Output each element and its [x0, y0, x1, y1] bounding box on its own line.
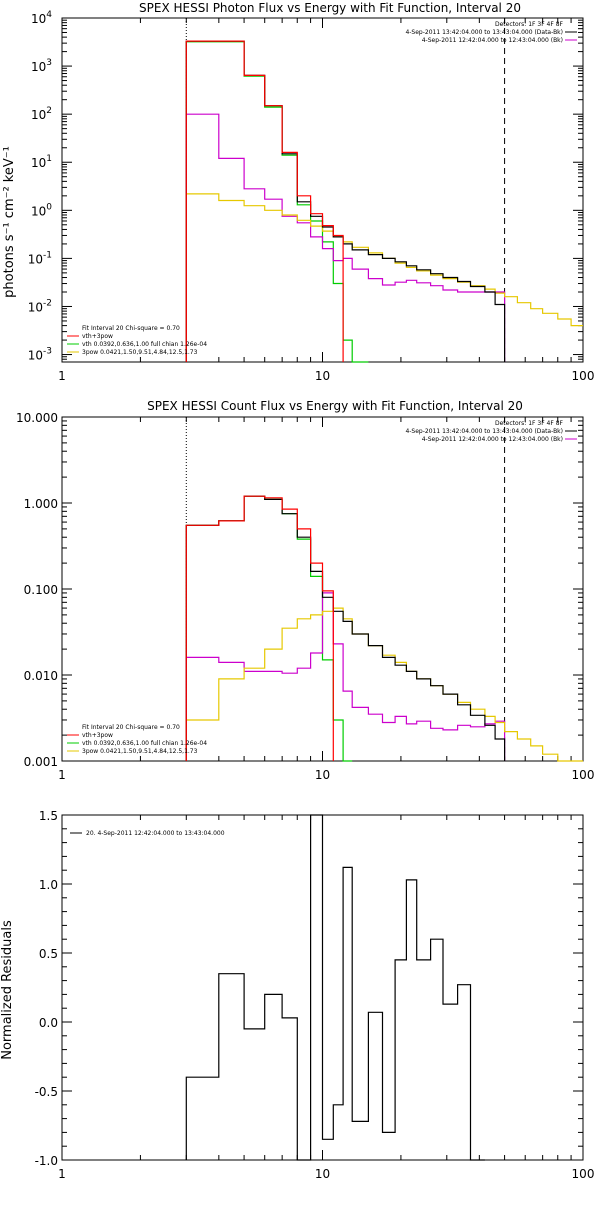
- y-axis-label: Normalized Residuals: [0, 920, 15, 1060]
- plot-area: 1 10 100 10-3 10-2 10-1 100 101 102 103 104 Detecto…: [28, 10, 595, 383]
- legend-entry: Fit Interval 20 Chi-square = 0.70: [82, 325, 180, 332]
- legend-entry: 4-Sep-2011 12:42:04.000 to 12:43:04.000 …: [422, 436, 563, 443]
- series-step-line: [185, 592, 506, 761]
- chart-photon-flux: SPEX HESSI Photon Flux vs Energy with Fi…: [2, 1, 594, 383]
- legend-entry: 4-Sep-2011 13:42:04.000 to 13:43:04.000 …: [405, 428, 563, 435]
- y-tick-label: 100: [31, 202, 52, 218]
- legend-entry: vth+3pow: [82, 333, 113, 340]
- legend-entry: 3pow 0.0421,1.50,9.51,4.84,12.5,1.73: [82, 349, 198, 356]
- y-tick-label: 10-1: [28, 250, 52, 266]
- y-tick-label: 0.100: [24, 583, 58, 597]
- y-tick-label: 0.5: [39, 947, 58, 961]
- x-tick-label: 10: [315, 1167, 330, 1181]
- legend-entry: Fit Interval 20 Chi-square = 0.70: [82, 724, 180, 731]
- legend-entry: Detectors: 1F 3F 4F 8F: [495, 420, 564, 427]
- series-step-line: [185, 495, 353, 762]
- y-tick-label: -1.0: [35, 1154, 58, 1168]
- legend-entry: 4-Sep-2011 12:42:04.000 to 12:43:04.000 …: [422, 37, 563, 44]
- x-tick-label: 100: [572, 1167, 595, 1181]
- y-tick-label: 10.000: [16, 411, 58, 425]
- y-tick-label: 1.000: [24, 497, 58, 511]
- chart-title: SPEX HESSI Count Flux vs Energy with Fit…: [147, 399, 523, 413]
- y-tick-label: 0.010: [24, 669, 58, 683]
- legend-entry: 20. 4-Sep-2011 12:42:04.000 to 13:43:04.…: [86, 830, 225, 837]
- y-axis-label: photons s⁻¹ cm⁻² keV⁻¹: [2, 146, 17, 298]
- chart-residuals: Normalized Residuals 1 10 100 -1.0 -0.5 0.0 0.…: [0, 809, 594, 1181]
- chart-title: SPEX HESSI Photon Flux vs Energy with Fi…: [139, 1, 521, 15]
- x-tick-label: 10: [315, 768, 330, 782]
- plot-area: 1 10 100 -1.0 -0.5 0.0 0.5 1.0 1.5 20. 4-Sep-2011…: [35, 809, 595, 1181]
- legend-entry: vth+3pow: [82, 732, 113, 739]
- y-tick-label: 1.5: [39, 809, 58, 823]
- x-tick-label: 1: [58, 1167, 66, 1181]
- x-tick-label: 1: [58, 768, 66, 782]
- x-tick-label: 100: [572, 369, 595, 383]
- y-tick-label: 101: [31, 154, 52, 170]
- series-step-line: [185, 40, 506, 362]
- y-tick-label: 104: [31, 10, 52, 26]
- y-tick-label: 0.001: [24, 755, 58, 769]
- series-step-line: [185, 495, 334, 761]
- plot-area: 1 10 100 0.001 0.010 0.100 1.000 10.000 Detector…: [16, 411, 594, 782]
- y-tick-label: 10-3: [28, 347, 52, 363]
- legend-entry: 3pow 0.0421,1.50,9.51,4.84,12.5,1.73: [82, 748, 198, 755]
- y-tick-label: 102: [31, 106, 52, 122]
- series-step-line: [185, 814, 485, 1161]
- legend-entry: 4-Sep-2011 13:42:04.000 to 13:43:04.000 …: [405, 29, 563, 36]
- chart-count-flux: SPEX HESSI Count Flux vs Energy with Fit…: [16, 399, 594, 782]
- series-step-line: [185, 495, 506, 761]
- series-step-line: [185, 193, 583, 362]
- y-tick-label: -0.5: [35, 1085, 58, 1099]
- y-tick-label: 1.0: [39, 878, 58, 892]
- x-tick-label: 10: [315, 369, 330, 383]
- x-tick-label: 100: [572, 768, 595, 782]
- series-step-line: [185, 113, 506, 362]
- legend-entry: vth 0.0392,0.636,1.00 full chian 1.26e-0…: [82, 740, 207, 747]
- legend-entry: vth 0.0392,0.636,1.00 full chian 1.26e-0…: [82, 341, 207, 348]
- y-tick-label: 10-2: [28, 298, 52, 314]
- series-step-line: [185, 40, 344, 362]
- series-step-line: [185, 41, 369, 363]
- series-step-line: [185, 607, 583, 762]
- legend-entry: Detectors: 1F 3F 4F 8F: [495, 21, 564, 28]
- y-tick-label: 103: [31, 58, 52, 74]
- x-tick-label: 1: [58, 369, 66, 383]
- y-tick-label: 0.0: [39, 1016, 58, 1030]
